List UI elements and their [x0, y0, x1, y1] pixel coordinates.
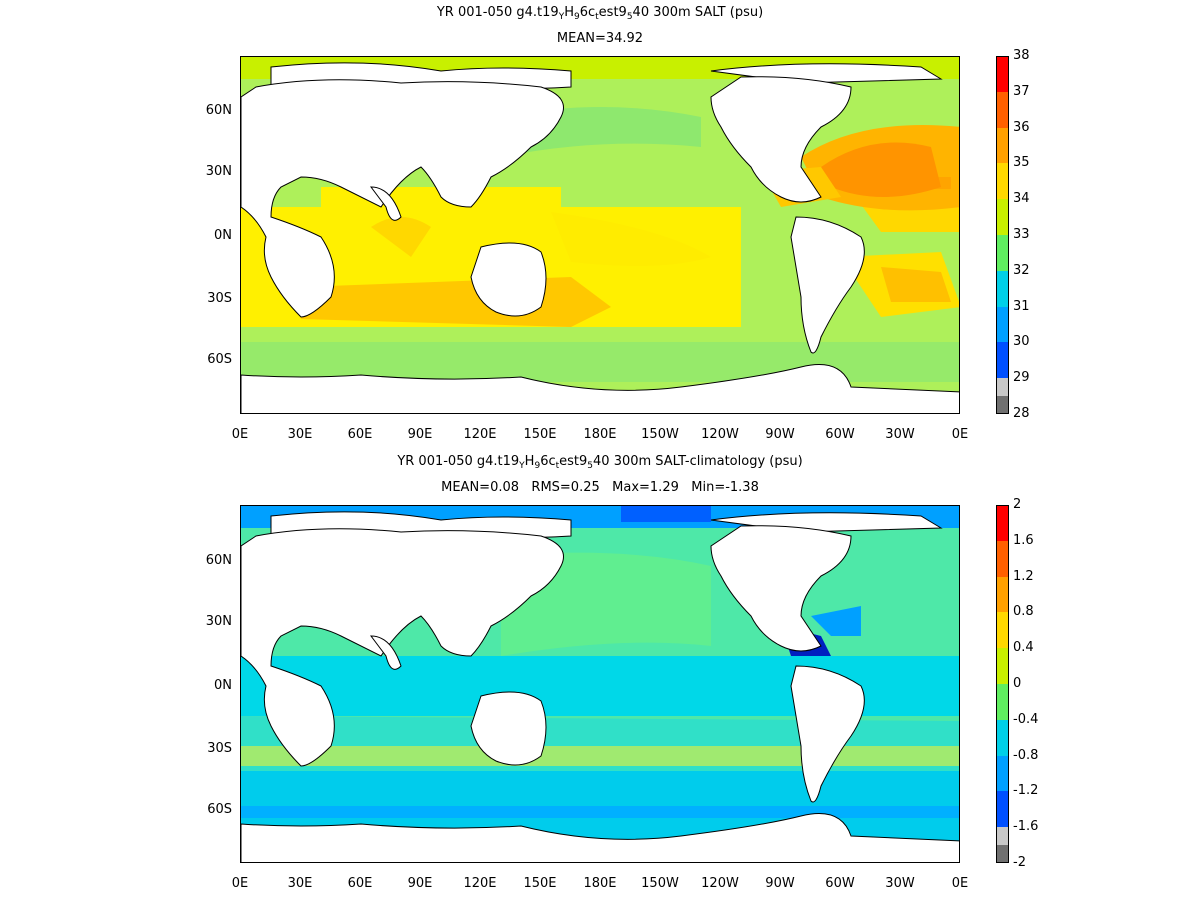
colorbar-tick-label: 28: [1013, 406, 1030, 421]
antarctica-land: [241, 813, 959, 862]
colorbar-tick-label: 2: [1013, 497, 1022, 512]
colorbar-swatch: [997, 163, 1008, 200]
colorbar-tick-label: 0.4: [1013, 640, 1034, 656]
south-america-land: [790, 216, 865, 354]
colorbar-tick-label: 30: [1013, 334, 1030, 350]
x-label: 150E: [523, 876, 557, 891]
x-label: 150E: [523, 427, 557, 442]
colorbar-swatch: [997, 506, 1008, 541]
south-america-land: [790, 665, 865, 803]
x-label: 30W: [885, 876, 915, 891]
australia-land: [470, 242, 547, 317]
colorbar-swatch: [997, 199, 1008, 235]
panel2-map: [240, 505, 960, 863]
colorbar-tick-label: 35: [1013, 155, 1030, 171]
colorbar-tick-label: -0.8: [1013, 747, 1039, 763]
colorbar-1: [996, 56, 1009, 414]
colorbar-swatch: [997, 342, 1008, 379]
colorbar-tick-label: -1.6: [1013, 819, 1039, 835]
x-label: 60E: [347, 876, 373, 891]
colorbar-swatch: [997, 791, 1008, 828]
x-label: 180E: [583, 876, 617, 891]
colorbar-swatch: [997, 845, 1008, 862]
colorbar-swatch: [997, 719, 1008, 756]
colorbar-swatch: [997, 755, 1008, 792]
colorbar-tick-label: 36: [1013, 119, 1030, 135]
panel1-stats: MEAN=34.92: [556, 31, 644, 46]
colorbar-swatch: [997, 827, 1008, 846]
x-label: 0E: [231, 876, 249, 891]
colorbar-swatch: [997, 540, 1008, 577]
x-label: 150W: [641, 427, 679, 442]
x-label: 0E: [951, 427, 969, 442]
colorbar-tick-label: 0.8: [1013, 604, 1034, 620]
colorbar-tick-label: 34: [1013, 191, 1030, 207]
y-label: 60N: [205, 553, 232, 568]
anomaly-map: [241, 506, 959, 862]
colorbar-swatch: [997, 91, 1008, 128]
x-label: 120E: [463, 876, 497, 891]
antarctica-land: [241, 364, 959, 413]
colorbar-swatch: [997, 234, 1008, 271]
panel2-stats: MEAN=0.08 RMS=0.25 Max=1.29 Min=-1.38: [441, 480, 759, 495]
colorbar-swatch: [997, 648, 1008, 684]
colorbar-swatch: [997, 396, 1008, 413]
colorbar-tick-label: 32: [1013, 262, 1030, 278]
y-label: 0N: [214, 228, 232, 243]
x-label: 120W: [701, 876, 739, 891]
x-label: 60W: [825, 427, 855, 442]
x-label: 30W: [885, 427, 915, 442]
north-america-land: [710, 525, 852, 652]
colorbar-swatch: [997, 576, 1008, 613]
salinity-map: [241, 57, 959, 413]
colorbar-tick-label: 31: [1013, 298, 1030, 314]
colorbar-tick-label: 0: [1013, 676, 1022, 691]
y-label: 30N: [205, 614, 232, 629]
x-label: 180E: [583, 427, 617, 442]
x-label: 60E: [347, 427, 373, 442]
colorbar-swatch: [997, 612, 1008, 649]
colorbar-swatch: [997, 378, 1008, 397]
colorbar-tick-label: 1.6: [1013, 532, 1034, 548]
colorbar-swatch: [997, 683, 1008, 720]
panel2-title: YR 001-050 g4.t19YH96ctest9540 300m SALT…: [397, 454, 803, 471]
colorbar-swatch: [997, 270, 1008, 307]
y-label: 60S: [207, 352, 232, 367]
colorbar-swatch: [997, 127, 1008, 164]
x-label: 150W: [641, 876, 679, 891]
colorbar-tick-label: 37: [1013, 83, 1030, 99]
colorbar-tick-label: 29: [1013, 370, 1030, 386]
x-label: 0E: [231, 427, 249, 442]
x-label: 30E: [287, 427, 313, 442]
x-label: 0E: [951, 876, 969, 891]
x-label: 90W: [765, 876, 795, 891]
colorbar-tick-label: -1.2: [1013, 783, 1039, 799]
colorbar-tick-label: -0.4: [1013, 711, 1039, 727]
colorbar-tick-label: 38: [1013, 48, 1030, 63]
colorbar-swatch: [997, 306, 1008, 343]
y-label: 60N: [205, 103, 232, 118]
colorbar-swatch: [997, 57, 1008, 92]
australia-land: [470, 691, 547, 766]
colorbar-2: [996, 505, 1009, 863]
y-label: 0N: [214, 678, 232, 693]
panel1-title: YR 001-050 g4.t19YH96ctest9540 300m SALT…: [436, 5, 764, 22]
y-label: 30N: [205, 164, 232, 179]
x-label: 90E: [407, 427, 433, 442]
y-label: 60S: [207, 802, 232, 817]
x-label: 90E: [407, 876, 433, 891]
colorbar-tick-label: 1.2: [1013, 568, 1034, 584]
y-label: 30S: [207, 741, 232, 756]
north-america-land: [710, 76, 852, 203]
x-label: 120W: [701, 427, 739, 442]
x-label: 60W: [825, 876, 855, 891]
x-label: 120E: [463, 427, 497, 442]
colorbar-tick-label: 33: [1013, 227, 1030, 242]
colorbar-tick-label: -2: [1013, 855, 1026, 870]
panel1-map: [240, 56, 960, 414]
y-label: 30S: [207, 291, 232, 306]
x-label: 90W: [765, 427, 795, 442]
x-label: 30E: [287, 876, 313, 891]
